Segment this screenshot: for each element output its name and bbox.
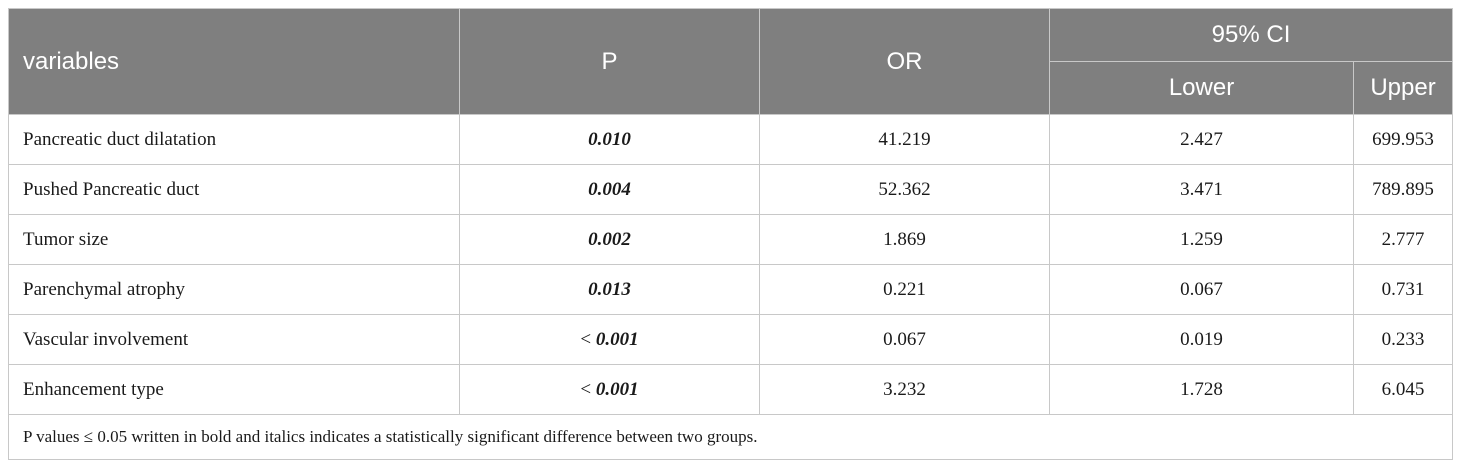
p-value: 0.004: [588, 178, 631, 200]
cell-lower: 1.728: [1049, 364, 1354, 415]
cell-or: 0.221: [759, 264, 1050, 315]
header-p: P: [459, 8, 760, 115]
p-prefix: <: [580, 328, 596, 350]
cell-or: 0.067: [759, 314, 1050, 365]
p-value: 0.001: [595, 378, 639, 400]
header-variables: variables: [8, 8, 460, 115]
cell-lower: 2.427: [1049, 114, 1354, 165]
p-value: 0.010: [588, 128, 631, 150]
cell-p: < 0.001: [459, 314, 760, 365]
p-value: 0.001: [595, 328, 639, 350]
cell-variable: Pushed Pancreatic duct: [8, 164, 460, 215]
cell-p: 0.002: [459, 214, 760, 265]
cell-variable: Vascular involvement: [8, 314, 460, 365]
cell-variable: Enhancement type: [8, 364, 460, 415]
table-row: Parenchymal atrophy 0.013 0.221 0.067 0.…: [8, 264, 1454, 315]
table-footnote: P values ≤ 0.05 written in bold and ital…: [7, 414, 1454, 460]
cell-or: 41.219: [759, 114, 1050, 165]
logistic-regression-table: variables P OR 95% CI Lower Upper Pancre…: [7, 8, 1454, 460]
p-prefix: <: [580, 378, 596, 400]
cell-upper: 0.233: [1352, 314, 1454, 365]
cell-p: 0.004: [459, 164, 760, 215]
header-row-1: variables P OR 95% CI: [8, 8, 1454, 115]
cell-or: 1.869: [759, 214, 1050, 265]
header-or: OR: [759, 8, 1050, 115]
cell-p: 0.010: [459, 114, 760, 165]
cell-upper: 699.953: [1352, 114, 1454, 165]
cell-p: < 0.001: [459, 364, 760, 415]
cell-variable: Parenchymal atrophy: [8, 264, 460, 315]
cell-lower: 3.471: [1049, 164, 1354, 215]
cell-upper: 0.731: [1352, 264, 1454, 315]
results-table-container: variables P OR 95% CI Lower Upper Pancre…: [7, 8, 1454, 460]
header-95-ci: 95% CI: [1048, 8, 1454, 62]
cell-or: 3.232: [759, 364, 1050, 415]
table-header: variables P OR 95% CI Lower Upper: [8, 8, 1454, 115]
table-row: Enhancement type < 0.001 3.232 1.728 6.0…: [8, 364, 1454, 415]
header-row-2: Lower Upper: [9, 61, 1454, 115]
cell-variable: Pancreatic duct dilatation: [8, 114, 460, 165]
cell-variable: Tumor size: [8, 214, 460, 265]
cell-lower: 0.067: [1049, 264, 1354, 315]
table-body: Pancreatic duct dilatation 0.010 41.219 …: [7, 114, 1454, 460]
p-value: 0.002: [588, 228, 631, 250]
cell-upper: 2.777: [1352, 214, 1454, 265]
cell-lower: 1.259: [1049, 214, 1354, 265]
table-row: Pushed Pancreatic duct 0.004 52.362 3.47…: [8, 164, 1454, 215]
cell-lower: 0.019: [1049, 314, 1354, 365]
footnote-row: P values ≤ 0.05 written in bold and ital…: [7, 414, 1454, 460]
p-value: 0.013: [588, 278, 631, 300]
header-upper: Upper: [1352, 61, 1454, 115]
table-row: Tumor size 0.002 1.869 1.259 2.777: [8, 214, 1454, 265]
header-lower: Lower: [1049, 61, 1354, 115]
table-row: Vascular involvement < 0.001 0.067 0.019…: [8, 314, 1454, 365]
cell-or: 52.362: [759, 164, 1050, 215]
cell-upper: 789.895: [1352, 164, 1454, 215]
table-row: Pancreatic duct dilatation 0.010 41.219 …: [8, 114, 1454, 165]
cell-upper: 6.045: [1352, 364, 1454, 415]
cell-p: 0.013: [459, 264, 760, 315]
